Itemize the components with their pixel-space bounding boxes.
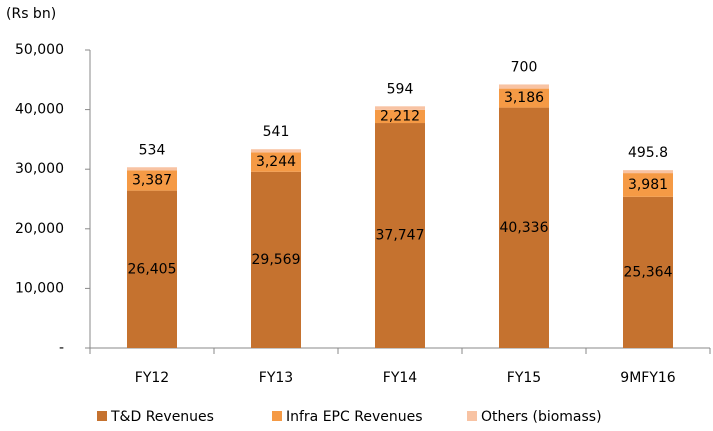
legend-label: Infra EPC Revenues	[286, 409, 423, 425]
data-label: 3,387	[132, 173, 172, 189]
data-label: 541	[263, 124, 290, 140]
data-label: 3,981	[628, 177, 668, 193]
data-label: 594	[387, 81, 414, 97]
y-tick-label: 50,000	[15, 42, 64, 58]
x-tick-label: FY15	[507, 370, 541, 386]
bar-segment	[127, 190, 177, 348]
y-tick-label: -	[59, 340, 64, 356]
data-label: 25,364	[624, 264, 673, 280]
data-label: 3,186	[504, 90, 544, 106]
bar-segment	[623, 173, 673, 197]
bar-segment	[251, 171, 301, 348]
bar-segment	[499, 88, 549, 108]
bar-segment	[251, 152, 301, 172]
data-label: 40,336	[500, 220, 549, 236]
bar-segment	[375, 123, 425, 348]
y-tick-label: 10,000	[15, 280, 64, 296]
bar-segment	[623, 196, 673, 348]
legend-swatch	[97, 411, 107, 421]
legend-swatch	[272, 411, 282, 421]
x-tick-label: FY12	[135, 370, 169, 386]
bar-segment	[251, 149, 301, 153]
data-label: 37,747	[376, 228, 425, 244]
bar-segment	[375, 109, 425, 124]
bar-segment	[127, 170, 177, 191]
y-axis-label: (Rs bn)	[6, 6, 56, 22]
x-tick-label: FY13	[259, 370, 293, 386]
y-tick-label: 40,000	[15, 102, 64, 118]
x-tick-label: 9MFY16	[620, 370, 675, 386]
data-label: 29,569	[252, 252, 301, 268]
bar-segment	[499, 84, 549, 89]
x-tick-label: FY14	[383, 370, 418, 386]
legend-swatch	[467, 411, 477, 421]
legend-label: Others (biomass)	[481, 409, 602, 425]
data-label: 26,405	[128, 261, 177, 277]
legend-label: T&D Revenues	[110, 409, 214, 425]
bar-segment	[127, 167, 177, 171]
bar-segment	[375, 106, 425, 110]
data-label: 2,212	[380, 108, 420, 124]
data-label: 495.8	[628, 145, 668, 161]
bar-segment	[623, 170, 673, 174]
y-tick-label: 20,000	[15, 221, 64, 237]
data-label: 3,244	[256, 154, 296, 170]
data-label: 700	[511, 59, 538, 75]
y-tick-label: 30,000	[15, 161, 64, 177]
data-label: 534	[139, 142, 166, 158]
bar-segment	[499, 107, 549, 348]
